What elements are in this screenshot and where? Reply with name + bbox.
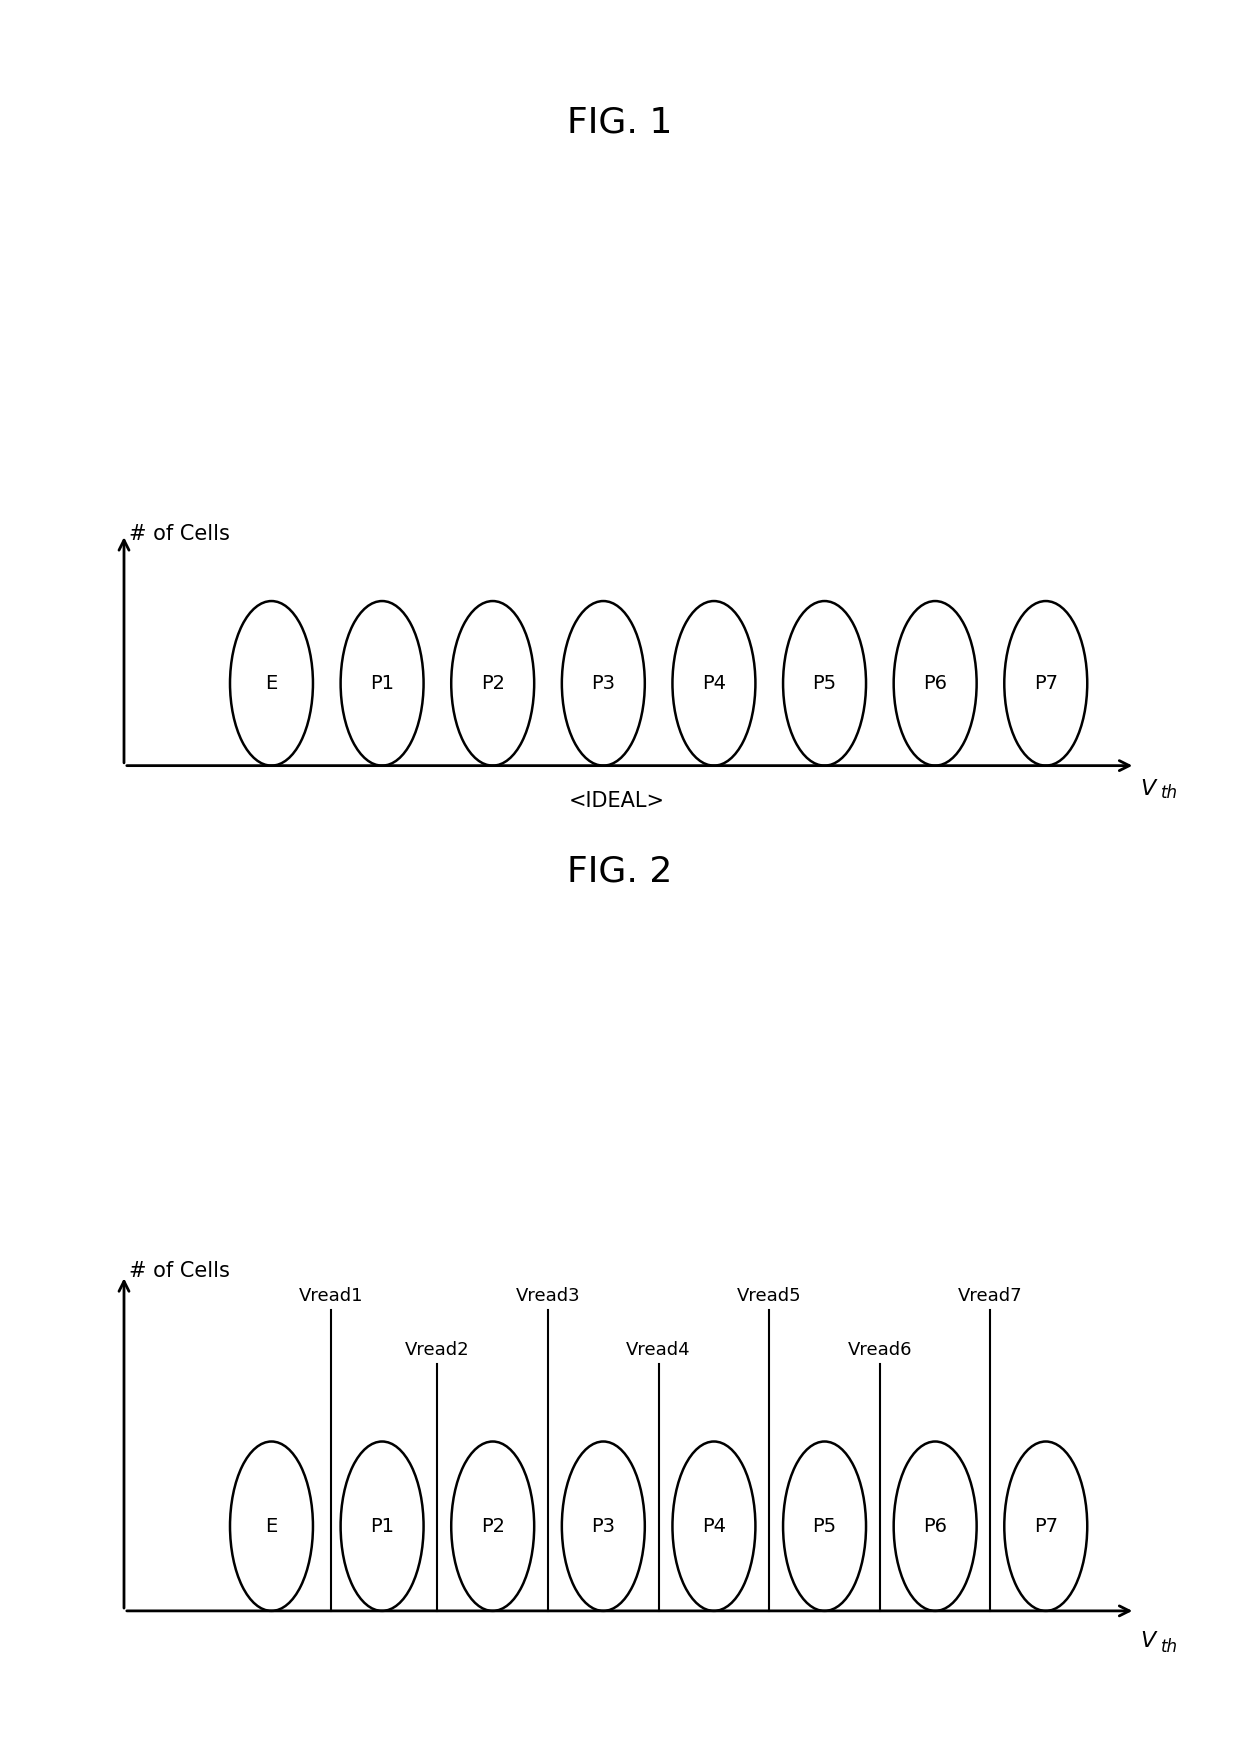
Text: E: E bbox=[265, 675, 278, 692]
Text: P1: P1 bbox=[370, 1516, 394, 1536]
Text: Vread1: Vread1 bbox=[299, 1286, 363, 1306]
Text: E: E bbox=[265, 1516, 278, 1536]
Text: Vread7: Vread7 bbox=[959, 1286, 1023, 1306]
Text: P6: P6 bbox=[923, 675, 947, 692]
Text: P1: P1 bbox=[370, 675, 394, 692]
Text: FIG. 1: FIG. 1 bbox=[568, 105, 672, 139]
Text: V: V bbox=[1141, 779, 1156, 800]
Text: Vread4: Vread4 bbox=[626, 1340, 691, 1360]
Text: Vread2: Vread2 bbox=[405, 1340, 470, 1360]
Text: Vread6: Vread6 bbox=[848, 1340, 913, 1360]
Text: <IDEAL>: <IDEAL> bbox=[569, 791, 665, 810]
Text: P4: P4 bbox=[702, 675, 725, 692]
Text: th: th bbox=[1161, 784, 1178, 802]
Text: Vread5: Vread5 bbox=[737, 1286, 801, 1306]
Text: Vread3: Vread3 bbox=[516, 1286, 580, 1306]
Text: P6: P6 bbox=[923, 1516, 947, 1536]
Text: P7: P7 bbox=[1034, 675, 1058, 692]
Text: # of Cells: # of Cells bbox=[129, 525, 229, 544]
Text: P2: P2 bbox=[481, 675, 505, 692]
Text: P5: P5 bbox=[812, 675, 837, 692]
Text: FIG. 2: FIG. 2 bbox=[568, 854, 672, 889]
Text: th: th bbox=[1161, 1638, 1178, 1656]
Text: # of Cells: # of Cells bbox=[129, 1260, 229, 1281]
Text: P7: P7 bbox=[1034, 1516, 1058, 1536]
Text: V: V bbox=[1141, 1631, 1156, 1651]
Text: P2: P2 bbox=[481, 1516, 505, 1536]
Text: P5: P5 bbox=[812, 1516, 837, 1536]
Text: P3: P3 bbox=[591, 675, 615, 692]
Text: P4: P4 bbox=[702, 1516, 725, 1536]
Text: P3: P3 bbox=[591, 1516, 615, 1536]
